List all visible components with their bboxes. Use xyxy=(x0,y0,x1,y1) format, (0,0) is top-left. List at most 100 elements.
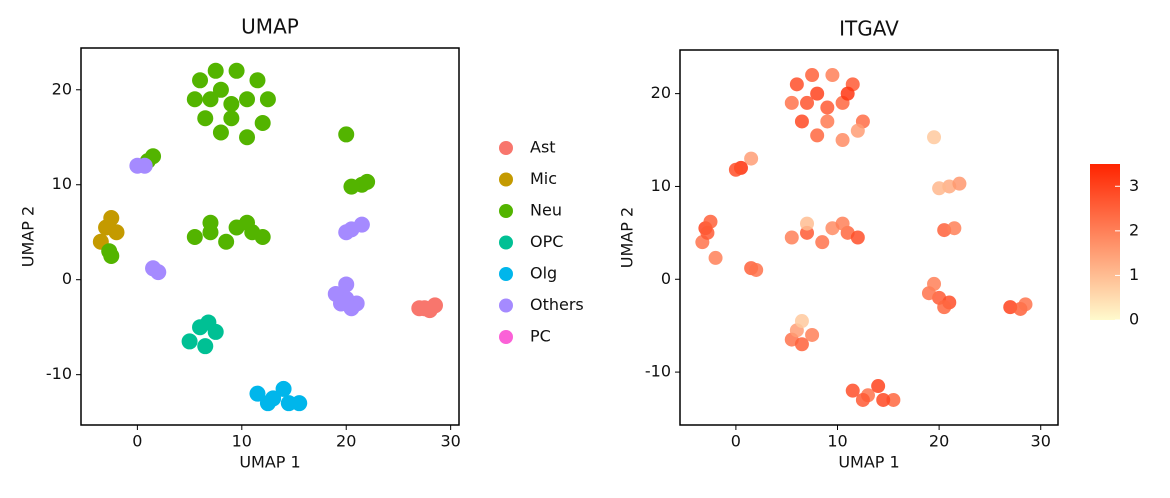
point xyxy=(815,235,830,250)
point xyxy=(835,133,850,148)
point xyxy=(275,380,292,397)
colorbar xyxy=(1090,164,1120,320)
point xyxy=(353,216,370,233)
x-tick-label: 0 xyxy=(132,432,142,451)
colorbar-label: 1 xyxy=(1129,265,1139,284)
legend-marker xyxy=(499,172,513,187)
y-tick-label: 10 xyxy=(52,174,72,193)
chart-title: UMAP xyxy=(241,15,299,39)
point xyxy=(259,395,276,412)
point xyxy=(228,62,245,79)
x-tick-label: 10 xyxy=(827,432,847,451)
point xyxy=(789,77,804,92)
point xyxy=(343,178,360,195)
legend-marker xyxy=(499,298,513,313)
legend-marker xyxy=(499,330,513,344)
point xyxy=(333,295,350,312)
point xyxy=(239,214,256,231)
point xyxy=(810,86,825,101)
point xyxy=(416,300,433,317)
x-tick-label: 20 xyxy=(336,432,356,451)
point xyxy=(359,173,376,190)
point xyxy=(338,276,355,293)
point xyxy=(927,130,942,145)
point xyxy=(947,221,962,236)
point xyxy=(784,230,799,245)
point xyxy=(810,128,825,143)
x-axis-title: UMAP 1 xyxy=(239,453,300,472)
y-tick-label: 10 xyxy=(651,176,671,195)
point xyxy=(794,314,809,329)
point xyxy=(136,157,153,174)
point xyxy=(927,276,942,291)
point xyxy=(249,385,266,402)
point xyxy=(700,225,715,240)
point xyxy=(239,129,256,146)
y-tick-label: 0 xyxy=(661,269,671,288)
point xyxy=(181,333,198,350)
y-axis-title: UMAP 2 xyxy=(618,207,637,268)
y-tick-label: -10 xyxy=(46,364,72,383)
point xyxy=(886,392,901,407)
point xyxy=(200,314,217,331)
point xyxy=(850,230,865,245)
x-tick-label: 20 xyxy=(929,432,949,451)
legend-label: Ast xyxy=(530,138,556,157)
point xyxy=(820,100,835,115)
point xyxy=(338,224,355,241)
x-tick-label: 30 xyxy=(440,432,460,451)
point xyxy=(108,224,125,241)
colorbar-label: 3 xyxy=(1129,176,1139,195)
point xyxy=(207,62,224,79)
point xyxy=(855,392,870,407)
y-tick-label: 20 xyxy=(52,79,72,98)
legend-label: Neu xyxy=(530,201,562,220)
point xyxy=(845,383,860,398)
point xyxy=(338,126,355,143)
point xyxy=(259,91,276,108)
point xyxy=(937,300,952,315)
colorbar-label: 2 xyxy=(1129,220,1139,239)
point xyxy=(249,72,266,89)
point xyxy=(197,338,214,355)
point xyxy=(805,327,820,342)
legend-label: Olg xyxy=(530,264,557,283)
point xyxy=(835,216,850,231)
point xyxy=(202,91,219,108)
y-tick-label: -10 xyxy=(645,362,671,381)
point xyxy=(932,181,947,196)
point xyxy=(952,176,967,191)
point xyxy=(850,123,865,138)
colorbar-label: 0 xyxy=(1129,310,1139,329)
point xyxy=(218,233,235,250)
legend-label: Others xyxy=(530,295,584,314)
point xyxy=(744,151,759,166)
plot-frame xyxy=(80,47,460,426)
point xyxy=(192,72,209,89)
y-axis-title: UMAP 2 xyxy=(19,206,38,267)
point xyxy=(197,110,214,127)
point xyxy=(223,110,240,127)
point xyxy=(202,214,219,231)
point xyxy=(703,214,718,229)
point xyxy=(239,91,256,108)
point xyxy=(254,115,271,132)
point xyxy=(728,162,743,177)
legend-label: OPC xyxy=(530,232,563,251)
legend-label: Mic xyxy=(530,169,557,188)
point xyxy=(280,395,297,412)
legend-label: PC xyxy=(530,327,551,346)
point xyxy=(212,124,229,141)
point xyxy=(784,95,799,110)
point xyxy=(840,86,855,101)
point xyxy=(186,91,203,108)
point xyxy=(254,228,271,245)
x-axis-title: UMAP 1 xyxy=(838,453,899,472)
point xyxy=(876,392,891,407)
point xyxy=(805,68,820,83)
y-tick-label: 0 xyxy=(62,269,72,288)
point xyxy=(800,95,815,110)
point xyxy=(794,114,809,129)
point xyxy=(186,228,203,245)
